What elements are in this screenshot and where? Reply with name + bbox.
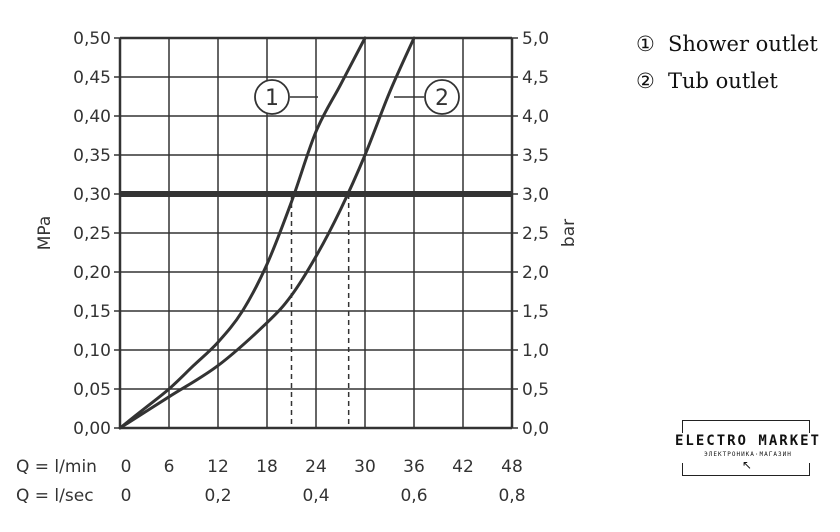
y-left-tick-label: 0,30 [73, 185, 111, 205]
x-primary-tick-label: 48 [501, 457, 523, 477]
y-right-tick-label: 4,0 [522, 107, 549, 127]
y-left-tick-label: 0,25 [73, 224, 111, 244]
y-right-tick-label: 2,5 [522, 224, 549, 244]
y-left-tick-label: 0,05 [73, 380, 111, 400]
x-secondary-tick-label: 0,8 [498, 486, 525, 506]
legend: ① Shower outlet ② Tub outlet [636, 32, 818, 106]
y-left-tick-label: 0,00 [73, 419, 111, 439]
x-primary-tick-label: 42 [452, 457, 474, 477]
x-primary-tick-label: 36 [403, 457, 425, 477]
y-left-tick-label: 0,15 [73, 302, 111, 322]
logo-text: ELECTRO MARKET [674, 433, 821, 449]
y-right-tick-label: 1,0 [522, 341, 549, 361]
x-secondary-tick-label: 0,6 [400, 486, 427, 506]
y-right-tick-label: 3,0 [522, 185, 549, 205]
y-left-tick-label: 0,50 [73, 29, 111, 49]
x-secondary-axis-title: Q = l/sec [16, 486, 94, 506]
x-secondary-tick-label: 0 [121, 486, 132, 506]
y-left-tick-label: 0,10 [73, 341, 111, 361]
legend-key-2: ② [636, 69, 655, 93]
x-secondary-tick-label: 0,2 [204, 486, 231, 506]
y-right-tick-label: 2,0 [522, 263, 549, 283]
legend-item-shower: ① Shower outlet [636, 32, 818, 69]
series-label-circle-2 [424, 79, 460, 115]
y-left-tick-label: 0,45 [73, 68, 111, 88]
x-secondary-tick-label: 0,4 [302, 486, 329, 506]
y-right-axis-title: bar [559, 219, 579, 247]
x-primary-tick-label: 12 [207, 457, 229, 477]
series-label-circle-1 [254, 79, 290, 115]
legend-label-tub: Tub outlet [668, 69, 778, 93]
logo-frame [681, 420, 811, 476]
y-right-tick-label: 0,5 [522, 380, 549, 400]
y-right-tick-label: 1,5 [522, 302, 549, 322]
y-left-tick-label: 0,40 [73, 107, 111, 127]
cursor-icon: ↖ [742, 458, 753, 472]
series-line-1 [118, 36, 367, 430]
x-primary-tick-label: 24 [305, 457, 327, 477]
electro-market-logo: ELECTRO MARKET ЭЛЕКТРОНИКА·МАГАЗИН ↖ [660, 420, 832, 478]
x-primary-axis-title: Q = l/min [16, 457, 97, 477]
legend-key-1: ① [636, 32, 655, 56]
series-label-1: 1 [265, 86, 279, 111]
legend-item-tub: ② Tub outlet [636, 69, 818, 106]
x-primary-tick-label: 0 [121, 457, 132, 477]
legend-label-shower: Shower outlet [668, 32, 818, 56]
series-label-2: 2 [435, 86, 449, 111]
series-line-2 [118, 36, 416, 430]
y-right-tick-label: 4,5 [522, 68, 549, 88]
y-right-tick-label: 5,0 [522, 29, 549, 49]
y-left-axis-title: MPa [35, 216, 55, 251]
x-primary-tick-label: 6 [164, 457, 175, 477]
y-right-tick-label: 0,0 [522, 419, 549, 439]
logo-subtext: ЭЛЕКТРОНИКА·МАГАЗИН [704, 451, 792, 458]
y-right-tick-label: 3,5 [522, 146, 549, 166]
y-left-tick-label: 0,20 [73, 263, 111, 283]
y-left-tick-label: 0,35 [73, 146, 111, 166]
x-primary-tick-label: 18 [256, 457, 278, 477]
x-primary-tick-label: 30 [354, 457, 376, 477]
